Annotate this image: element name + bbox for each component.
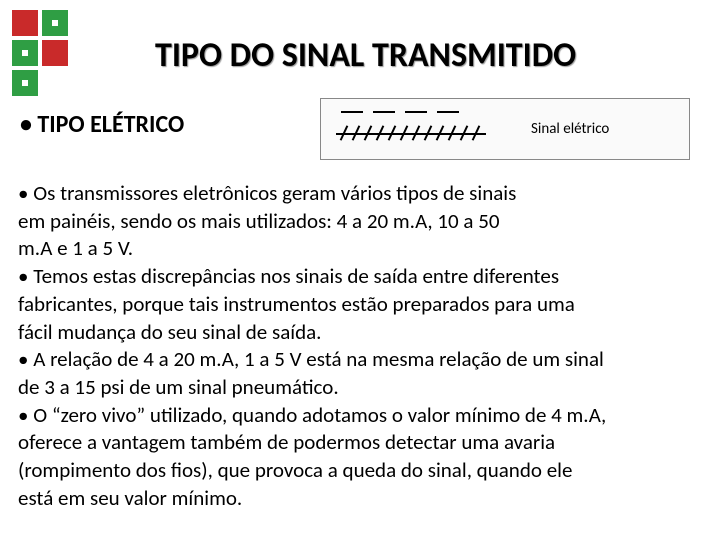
body-line: está em seu valor mínimo. (18, 485, 702, 513)
slide-subtitle: • TIPO ELÉTRICO (20, 110, 184, 139)
slide-title: TIPO DO SINAL TRANSMITIDO (155, 35, 710, 76)
symbol-box: Sinal elétrico (320, 98, 690, 160)
logo-svg (12, 10, 84, 102)
body-line: oferece a vantagem também de podermos de… (18, 429, 702, 457)
body-line: • Os transmissores eletrônicos geram vár… (18, 180, 702, 208)
electrical-signal-symbol (321, 99, 501, 159)
body-line: • A relação de 4 a 20 m.A, 1 a 5 V está … (18, 346, 702, 374)
body-text: • Os transmissores eletrônicos geram vár… (18, 180, 702, 513)
body-line: (rompimento dos fios), que provoca a que… (18, 457, 702, 485)
body-line: fácil mudança do seu sinal de saída. (18, 319, 702, 347)
body-line: m.A e 1 a 5 V. (18, 235, 702, 263)
body-line: de 3 a 15 psi de um sinal pneumático. (18, 374, 702, 402)
slide-logo (12, 10, 84, 107)
body-line: • O “zero vivo” utilizado, quando adotam… (18, 402, 702, 430)
body-line: em painéis, sendo os mais utilizados: 4 … (18, 208, 702, 236)
symbol-label: Sinal elétrico (531, 120, 609, 138)
body-line: fabricantes, porque tais instrumentos es… (18, 291, 702, 319)
body-line: • Temos estas discrepâncias nos sinais d… (18, 263, 702, 291)
